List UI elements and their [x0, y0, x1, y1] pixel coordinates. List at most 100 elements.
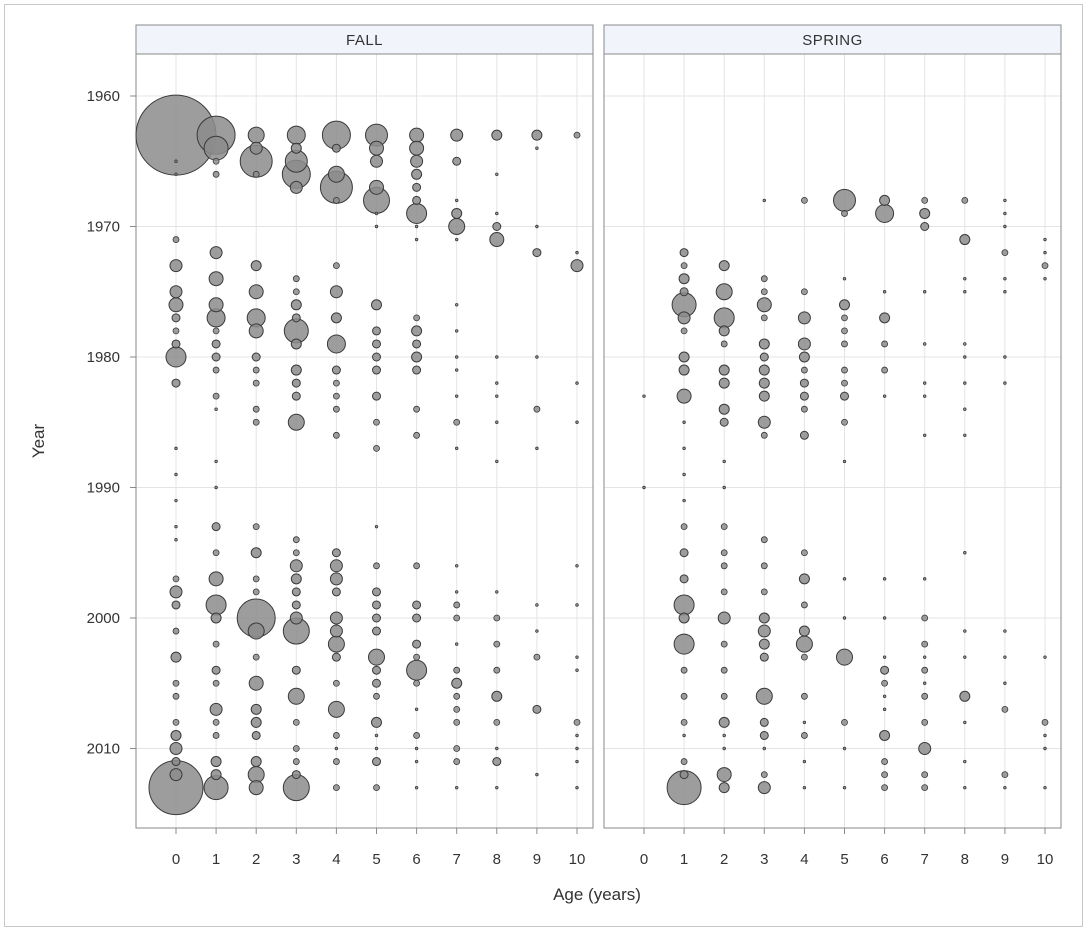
bubble-fall-age5-2010 — [374, 746, 379, 751]
bubble-spring-age9-1974 — [1003, 277, 1007, 281]
bubble-spring-age8-2001 — [963, 629, 967, 633]
bubble-spring-age4-2013 — [802, 785, 807, 790]
bubble-spring-age8-2003 — [963, 655, 967, 659]
bubble-fall-age2-1978 — [248, 323, 264, 339]
bubble-spring-age9-1970 — [1003, 224, 1007, 229]
bubble-fall-age9-2001 — [535, 629, 539, 633]
bubble-spring-age5-1988 — [842, 459, 847, 464]
y-tick-label-2000: 2000 — [87, 610, 120, 627]
panel-fall-title: FALL — [346, 32, 383, 49]
bubble-fall-age3-1964 — [290, 142, 302, 154]
bubble-fall-age0-1973 — [169, 259, 183, 273]
bubble-fall-age10-1999 — [575, 603, 579, 607]
bubble-fall-age5-1979 — [372, 339, 381, 349]
bubble-fall-age10-1996 — [575, 564, 579, 568]
bubble-spring-age3-2013 — [757, 781, 771, 795]
bubble-fall-age9-1984 — [533, 405, 541, 413]
bubble-spring-age5-2008 — [841, 719, 848, 726]
bubble-fall-age1-1972 — [209, 246, 223, 260]
bubble-spring-age6-1975 — [882, 290, 887, 294]
bubble-fall-age8-1988 — [495, 459, 499, 464]
bubble-fall-age6-2000 — [412, 613, 422, 623]
bubble-spring-age2-2013 — [718, 782, 730, 794]
bubble-spring-age2-2009 — [722, 733, 726, 738]
bubble-fall-age6-2013 — [414, 785, 419, 790]
bubble-spring-age1-2011 — [680, 758, 688, 765]
bubble-fall-age5-1965 — [370, 154, 383, 168]
bubble-fall-age4-1975 — [329, 285, 343, 299]
bubble-spring-age7-2004 — [921, 666, 929, 674]
bubble-fall-age6-1978 — [411, 325, 423, 337]
bubble-fall-age6-1970 — [414, 224, 419, 229]
bubble-spring-age1-1997 — [679, 574, 689, 584]
bubble-spring-age4-1995 — [801, 549, 808, 557]
bubble-fall-age8-2008 — [493, 719, 501, 726]
bubble-fall-age5-2001 — [372, 626, 381, 636]
bubble-spring-age4-1982 — [799, 378, 809, 388]
bubble-spring-age8-1974 — [963, 277, 967, 281]
bubble-fall-age6-1981 — [412, 365, 422, 375]
bubble-spring-age7-1969 — [919, 207, 931, 219]
bubble-fall-age0-1999 — [171, 600, 181, 610]
bubble-fall-age7-1971 — [455, 237, 459, 242]
bubble-fall-age3-1963 — [286, 125, 306, 145]
bubble-fall-age5-1996 — [373, 562, 380, 570]
bubble-fall-age6-1967 — [412, 182, 422, 192]
bubble-spring-age6-2012 — [881, 771, 888, 778]
bubble-fall-age0-2005 — [172, 679, 180, 687]
bubble-fall-age4-2007 — [327, 700, 345, 718]
bubble-fall-age1-1990 — [214, 485, 218, 490]
x-tick-label-spring-5: 5 — [840, 851, 848, 868]
bubble-fall-age5-1980 — [372, 352, 381, 362]
bubble-spring-age1-1999 — [673, 594, 695, 616]
bubble-fall-age7-1963 — [450, 128, 464, 142]
bubble-fall-age1-1964 — [203, 135, 229, 161]
bubble-fall-age0-1989 — [174, 472, 178, 477]
bubble-fall-age3-1999 — [291, 600, 301, 610]
bubble-fall-age3-1996 — [289, 559, 303, 573]
bubble-spring-age9-2007 — [1001, 705, 1009, 713]
bubble-spring-age2-1979 — [720, 340, 728, 348]
bubble-fall-age5-1999 — [372, 600, 381, 610]
bubble-fall-age2-1998 — [252, 588, 260, 596]
bubble-spring-age9-1980 — [1003, 355, 1007, 359]
bubble-spring-age2-1990 — [722, 485, 726, 490]
bubble-fall-age0-1982 — [171, 378, 181, 388]
bubble-spring-age1-2012 — [679, 770, 689, 780]
bubble-spring-age10-1971 — [1043, 237, 1047, 242]
bubble-fall-age0-1966 — [174, 172, 178, 176]
bubble-spring-age10-2003 — [1043, 655, 1047, 659]
bubble-spring-age2-1993 — [720, 523, 728, 531]
bubble-fall-age4-2011 — [332, 758, 340, 765]
bubble-spring-age8-1982 — [963, 381, 967, 385]
bubble-spring-age1-2002 — [673, 633, 695, 655]
bubble-spring-age6-1977 — [879, 312, 891, 324]
bubble-spring-age6-2003 — [882, 655, 887, 659]
bubble-spring-age8-1980 — [963, 355, 967, 359]
bubble-spring-age4-2011 — [802, 759, 807, 764]
bubble-spring-age0-1990 — [642, 485, 646, 490]
x-tick-label-spring-10: 10 — [1037, 851, 1054, 868]
bubble-fall-age2-2003 — [252, 653, 260, 661]
bubble-spring-age3-2010 — [762, 746, 766, 751]
bubble-fall-age8-1998 — [495, 590, 499, 594]
bubble-spring-age2-1996 — [720, 562, 728, 570]
bubble-fall-age0-1994 — [174, 538, 178, 542]
bubble-fall-age0-2012 — [169, 768, 183, 782]
bubble-fall-age5-2005 — [372, 678, 381, 688]
bubble-fall-age4-2009 — [332, 732, 340, 739]
bubble-spring-age8-2013 — [963, 785, 967, 790]
bubble-fall-age1-1999 — [205, 594, 227, 616]
bubble-spring-age2-1981 — [718, 364, 730, 376]
bubble-fall-age3-1976 — [290, 299, 302, 311]
bubble-fall-age3-1985 — [287, 413, 305, 431]
bubble-spring-age3-1994 — [760, 536, 768, 544]
bubble-fall-age5-2009 — [374, 733, 379, 738]
bubbles-spring — [642, 188, 1049, 806]
bubble-fall-age6-2005 — [413, 679, 421, 687]
bubble-spring-age5-2010 — [842, 746, 847, 751]
bubble-fall-age6-1999 — [412, 600, 422, 610]
bubble-fall-age5-1985 — [373, 418, 380, 426]
bubble-fall-age6-1968 — [412, 195, 422, 205]
